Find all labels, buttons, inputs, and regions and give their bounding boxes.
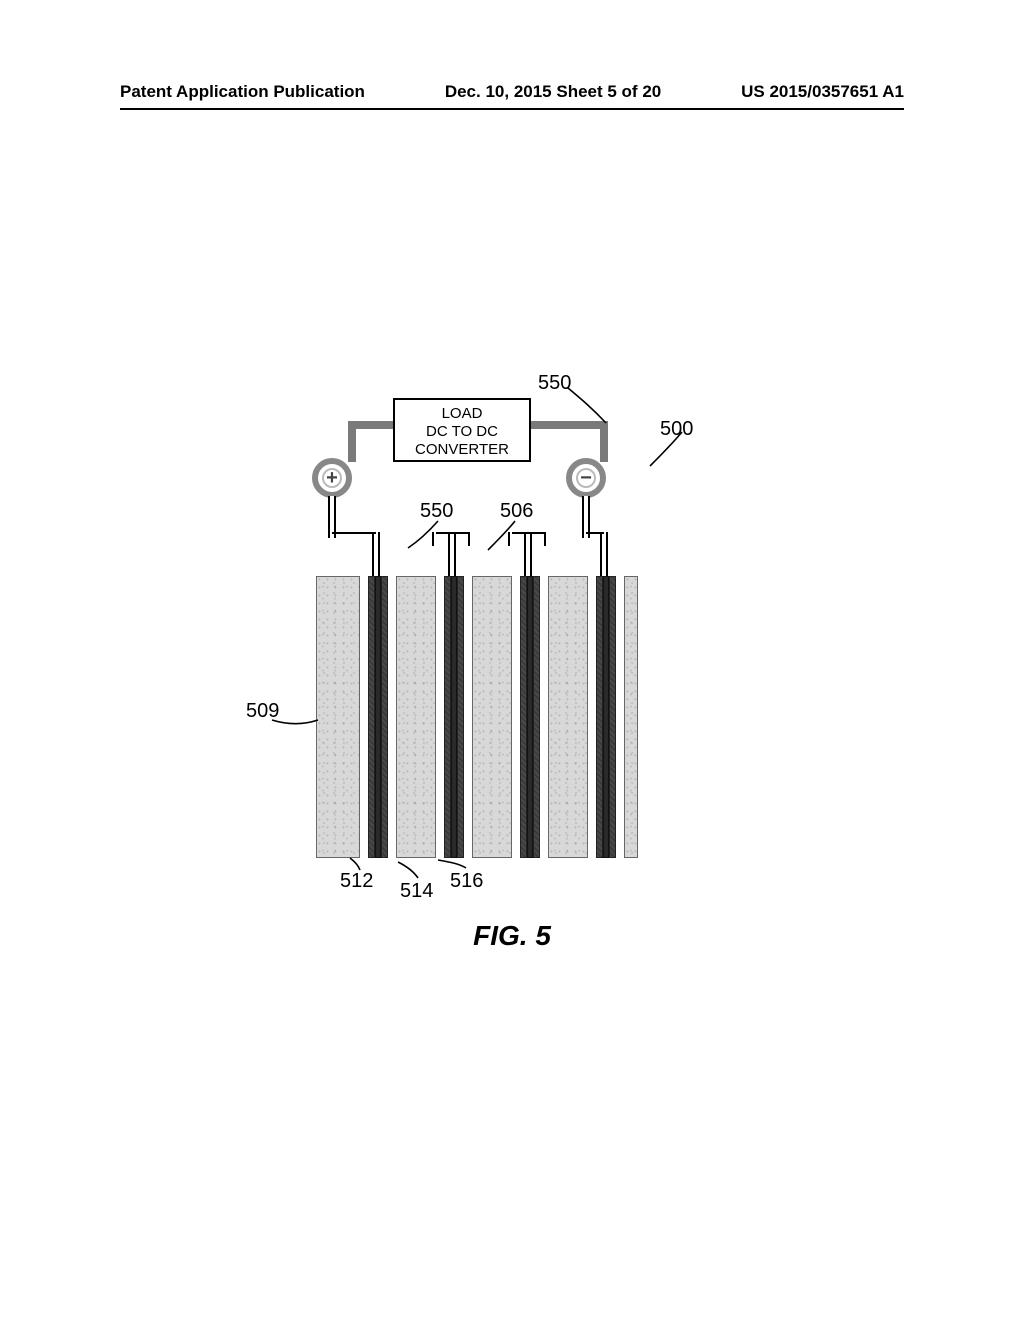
bus-left: [332, 532, 376, 534]
tab-branch-drop: [468, 532, 472, 546]
electrode-dark: [368, 576, 375, 858]
electrode-light: [624, 576, 638, 858]
ref-509: 509: [246, 700, 279, 723]
ref-500: 500: [660, 418, 693, 441]
ref-550-top: 550: [538, 372, 571, 395]
electrode-light: [548, 576, 588, 858]
electrode-dark: [381, 576, 388, 858]
wire-segment: [531, 421, 606, 429]
electrode-dark: [609, 576, 616, 858]
electrode-dark: [457, 576, 464, 858]
ref-514: 514: [400, 880, 433, 903]
electrode-dark: [533, 576, 540, 858]
cell-tab: [600, 532, 608, 576]
leader-lines: [0, 0, 1024, 1320]
electrode-light: [316, 576, 360, 858]
tab-branch-drop: [508, 532, 512, 546]
load-box-line1: LOAD: [405, 405, 519, 423]
minus-symbol: −: [580, 467, 592, 490]
ref-550-mid: 550: [420, 500, 453, 523]
electrode-light: [472, 576, 512, 858]
cell-tab: [448, 532, 456, 576]
wire-segment: [352, 421, 393, 429]
tab-branch-cap: [434, 532, 470, 534]
load-box-line2: DC TO DC: [405, 423, 519, 441]
plus-symbol: +: [326, 467, 338, 490]
ref-516: 516: [450, 870, 483, 893]
cell-tab: [372, 532, 380, 576]
ref-512: 512: [340, 870, 373, 893]
electrode-dark: [596, 576, 603, 858]
terminal-positive: +: [312, 458, 352, 498]
cell-tab: [524, 532, 532, 576]
wire-segment: [348, 421, 356, 462]
page: Patent Application Publication Dec. 10, …: [0, 0, 1024, 1320]
tab-branch-drop: [544, 532, 548, 546]
electrode-dark: [520, 576, 527, 858]
leader-curve: [438, 860, 466, 868]
bus-right: [586, 532, 604, 534]
tab-branch-cap: [510, 532, 546, 534]
figure-5: LOAD DC TO DC CONVERTER + − 550 500 550 …: [0, 0, 1024, 1320]
electrode-dark: [444, 576, 451, 858]
wire-segment: [600, 421, 608, 462]
tab-branch-drop: [432, 532, 436, 546]
electrode-light: [396, 576, 436, 858]
figure-caption: FIG. 5: [473, 920, 551, 952]
ref-506: 506: [500, 500, 533, 523]
load-converter-box: LOAD DC TO DC CONVERTER: [393, 398, 531, 462]
leader-curve: [350, 858, 360, 870]
load-box-line3: CONVERTER: [405, 441, 519, 459]
leader-curve: [568, 388, 606, 423]
leader-curve: [398, 862, 418, 878]
terminal-negative: −: [566, 458, 606, 498]
